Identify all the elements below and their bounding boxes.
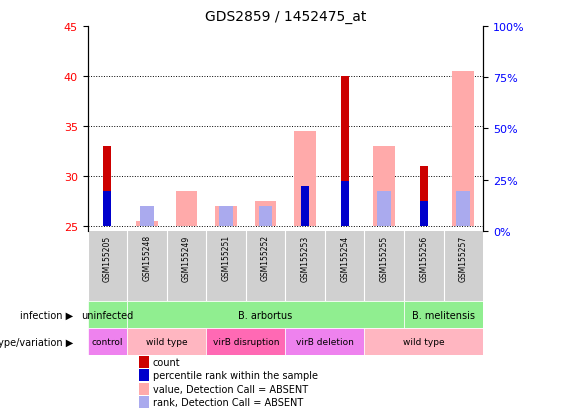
Text: rank, Detection Call = ABSENT: rank, Detection Call = ABSENT [153, 397, 303, 407]
Bar [294, 132, 316, 226]
Text: B. melitensis: B. melitensis [412, 310, 475, 320]
Bar [453, 72, 474, 226]
Text: virB disruption: virB disruption [212, 337, 279, 346]
FancyBboxPatch shape [127, 328, 206, 355]
FancyBboxPatch shape [88, 301, 127, 328]
Text: GSM155249: GSM155249 [182, 235, 191, 281]
Text: GSM155256: GSM155256 [419, 235, 428, 281]
Text: infection ▶: infection ▶ [20, 310, 73, 320]
Bar [301, 186, 309, 226]
Bar [167, 231, 206, 301]
Bar [364, 231, 404, 301]
Bar [219, 206, 233, 226]
Text: GSM155205: GSM155205 [103, 235, 112, 281]
FancyBboxPatch shape [364, 328, 483, 355]
Bar [206, 231, 246, 301]
Bar [444, 231, 483, 301]
Text: GSM155257: GSM155257 [459, 235, 468, 281]
Bar [341, 77, 349, 226]
FancyBboxPatch shape [88, 328, 127, 355]
Text: wild type: wild type [403, 337, 445, 346]
Bar [140, 206, 154, 226]
Bar [404, 231, 444, 301]
Text: control: control [92, 337, 123, 346]
Bar [420, 166, 428, 226]
Text: count: count [153, 357, 180, 367]
Text: GSM155248: GSM155248 [142, 235, 151, 281]
FancyBboxPatch shape [404, 301, 483, 328]
Text: GSM155251: GSM155251 [221, 235, 231, 281]
FancyBboxPatch shape [285, 328, 364, 355]
Text: GSM155252: GSM155252 [261, 235, 270, 281]
FancyBboxPatch shape [127, 301, 404, 328]
Text: value, Detection Call = ABSENT: value, Detection Call = ABSENT [153, 384, 308, 394]
Title: GDS2859 / 1452475_at: GDS2859 / 1452475_at [205, 10, 366, 24]
Text: uninfected: uninfected [81, 310, 133, 320]
Bar [136, 221, 158, 226]
Bar [139, 369, 149, 381]
Text: GSM155255: GSM155255 [380, 235, 389, 281]
FancyBboxPatch shape [206, 328, 285, 355]
Bar [88, 231, 127, 301]
Bar [139, 356, 149, 368]
Text: percentile rank within the sample: percentile rank within the sample [153, 370, 318, 380]
Bar [420, 202, 428, 226]
Text: GSM155253: GSM155253 [301, 235, 310, 281]
Bar [127, 231, 167, 301]
Bar [377, 191, 391, 226]
Bar [341, 181, 349, 226]
Bar [285, 231, 325, 301]
Bar [215, 206, 237, 226]
Bar [457, 191, 470, 226]
Text: virB deletion: virB deletion [296, 337, 354, 346]
Bar [103, 147, 111, 226]
Text: GSM155254: GSM155254 [340, 235, 349, 281]
Bar [373, 147, 395, 226]
Bar [255, 202, 276, 226]
Text: B. arbortus: B. arbortus [238, 310, 293, 320]
Bar [259, 206, 272, 226]
Bar [103, 191, 111, 226]
Bar [139, 396, 149, 408]
Bar [246, 231, 285, 301]
Bar [325, 231, 364, 301]
Bar [176, 191, 197, 226]
Bar [139, 383, 149, 395]
Text: wild type: wild type [146, 337, 188, 346]
Text: genotype/variation ▶: genotype/variation ▶ [0, 337, 73, 347]
